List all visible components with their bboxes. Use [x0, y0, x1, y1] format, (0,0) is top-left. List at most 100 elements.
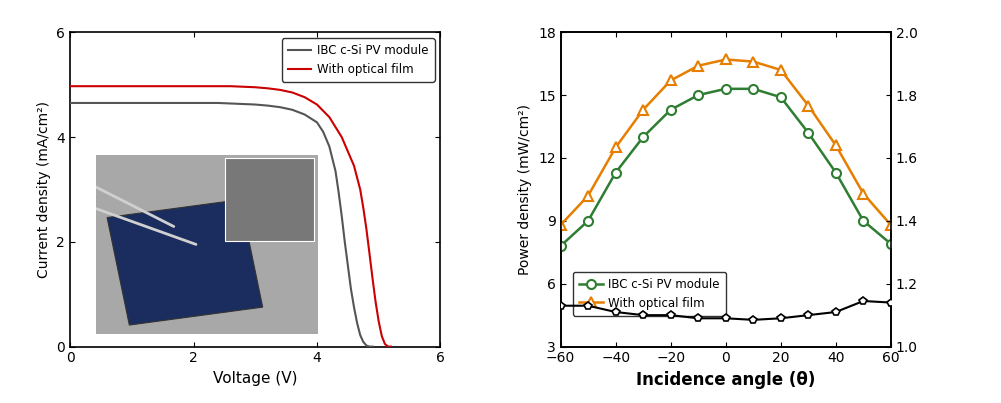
IBC c-Si PV module	[555, 243, 567, 248]
IBC c-Si PV module	[150, 100, 162, 105]
Legend: IBC c-Si PV module, With optical film: IBC c-Si PV module, With optical film	[281, 38, 434, 82]
With optical film	[64, 84, 76, 89]
With optical film	[175, 84, 187, 89]
With optical film	[665, 78, 677, 83]
IBC c-Si PV module	[360, 343, 372, 348]
With optical film	[101, 84, 113, 89]
With optical film	[363, 251, 375, 256]
With optical film	[89, 84, 101, 89]
With optical film	[720, 57, 732, 62]
IBC c-Si PV module	[720, 86, 732, 91]
Line: IBC c-Si PV module: IBC c-Si PV module	[556, 84, 896, 251]
IBC c-Si PV module	[187, 100, 199, 105]
With optical film	[360, 226, 372, 231]
With optical film	[311, 102, 323, 107]
IBC c-Si PV module	[224, 101, 236, 106]
IBC c-Si PV module	[858, 218, 870, 223]
With optical film	[375, 334, 387, 339]
IBC c-Si PV module	[76, 100, 88, 105]
IBC c-Si PV module	[693, 93, 705, 98]
IBC c-Si PV module	[311, 120, 323, 125]
IBC c-Si PV module	[348, 305, 360, 310]
IBC c-Si PV module	[885, 241, 897, 246]
X-axis label: Voltage (V): Voltage (V)	[213, 371, 297, 386]
With optical film	[372, 319, 384, 324]
Y-axis label: Power density (mW/cm²): Power density (mW/cm²)	[519, 104, 533, 275]
X-axis label: Incidence angle (θ): Incidence angle (θ)	[636, 371, 816, 389]
IBC c-Si PV module	[329, 168, 341, 173]
IBC c-Si PV module	[665, 107, 677, 112]
With optical film	[335, 135, 347, 139]
With optical film	[261, 86, 273, 91]
IBC c-Si PV module	[64, 100, 76, 105]
IBC c-Si PV module	[357, 339, 369, 344]
With optical film	[113, 84, 125, 89]
IBC c-Si PV module	[126, 100, 138, 105]
With optical film	[286, 90, 298, 95]
With optical film	[583, 193, 595, 198]
IBC c-Si PV module	[89, 100, 101, 105]
With optical film	[200, 84, 212, 89]
IBC c-Si PV module	[237, 102, 249, 106]
IBC c-Si PV module	[101, 100, 113, 105]
With optical film	[224, 84, 236, 89]
IBC c-Si PV module	[583, 218, 595, 223]
IBC c-Si PV module	[317, 129, 329, 134]
With optical film	[803, 103, 815, 108]
IBC c-Si PV module	[323, 144, 335, 149]
IBC c-Si PV module	[200, 100, 212, 105]
With optical film	[748, 59, 760, 64]
Y-axis label: Current density (mA/cm²): Current density (mA/cm²)	[37, 101, 51, 278]
With optical film	[126, 84, 138, 89]
IBC c-Si PV module	[345, 287, 357, 291]
With optical film	[638, 107, 650, 112]
With optical film	[610, 145, 622, 150]
IBC c-Si PV module	[775, 95, 787, 100]
IBC c-Si PV module	[249, 102, 261, 107]
IBC c-Si PV module	[138, 100, 150, 105]
IBC c-Si PV module	[803, 131, 815, 135]
With optical film	[274, 87, 286, 92]
With optical film	[357, 206, 369, 210]
With optical film	[212, 84, 224, 89]
With optical film	[775, 68, 787, 73]
With optical film	[323, 115, 335, 120]
IBC c-Si PV module	[341, 263, 354, 268]
IBC c-Si PV module	[830, 170, 842, 175]
With optical film	[885, 222, 897, 227]
IBC c-Si PV module	[286, 107, 298, 112]
IBC c-Si PV module	[298, 112, 310, 117]
IBC c-Si PV module	[748, 86, 760, 91]
With optical film	[76, 84, 88, 89]
With optical film	[830, 143, 842, 148]
With optical film	[366, 276, 378, 281]
With optical film	[298, 95, 310, 100]
With optical film	[150, 84, 162, 89]
With optical film	[693, 63, 705, 68]
With optical film	[163, 84, 175, 89]
With optical film	[138, 84, 150, 89]
IBC c-Si PV module	[638, 135, 650, 139]
With optical film	[237, 84, 249, 89]
Line: IBC c-Si PV module: IBC c-Si PV module	[70, 103, 372, 347]
IBC c-Si PV module	[212, 100, 224, 105]
IBC c-Si PV module	[335, 213, 347, 218]
With optical film	[555, 222, 567, 227]
With optical film	[382, 344, 394, 349]
With optical film	[249, 85, 261, 90]
IBC c-Si PV module	[351, 321, 363, 326]
IBC c-Si PV module	[366, 344, 378, 349]
With optical film	[378, 341, 390, 346]
IBC c-Si PV module	[261, 103, 273, 108]
IBC c-Si PV module	[113, 100, 125, 105]
IBC c-Si PV module	[363, 344, 375, 349]
IBC c-Si PV module	[175, 100, 187, 105]
Line: With optical film: With optical film	[556, 55, 896, 230]
Legend: IBC c-Si PV module, With optical film: IBC c-Si PV module, With optical film	[573, 272, 726, 316]
IBC c-Si PV module	[354, 332, 366, 337]
With optical film	[385, 344, 397, 349]
IBC c-Si PV module	[338, 239, 350, 244]
IBC c-Si PV module	[332, 189, 344, 194]
With optical film	[187, 84, 199, 89]
IBC c-Si PV module	[610, 170, 622, 175]
